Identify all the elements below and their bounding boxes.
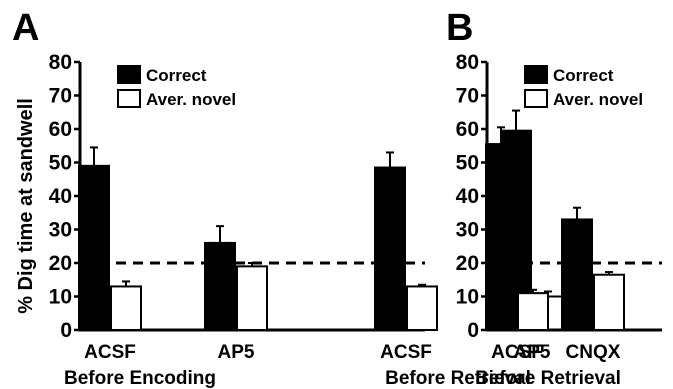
group-label: Before Encoding	[64, 368, 216, 389]
bar-correct	[204, 241, 236, 331]
bar-aver-novel	[110, 285, 142, 332]
x-tick-label: ACSF	[491, 342, 543, 363]
y-tick-label: 70	[49, 85, 72, 108]
y-tick-label: 40	[456, 185, 479, 208]
panel-label: B	[446, 7, 473, 49]
y-tick-label: 80	[456, 51, 479, 74]
x-tick-label: AP5	[218, 342, 255, 363]
y-axis-title: % Dig time at sandwell	[15, 98, 37, 314]
x-tick-label: CNQX	[566, 342, 621, 363]
y-tick-label: 50	[49, 152, 72, 175]
bar-correct	[485, 143, 517, 331]
y-tick-label: 10	[456, 286, 479, 309]
y-tick-label: 80	[49, 51, 72, 74]
bar-correct	[78, 164, 110, 331]
legend-label: Correct	[553, 66, 614, 85]
group-label: Before Retrieval	[475, 368, 621, 389]
x-tick-label: ACSF	[84, 342, 136, 363]
bar-aver-novel	[593, 273, 625, 332]
y-tick-label: 30	[456, 219, 479, 242]
bar-aver-novel	[406, 285, 438, 332]
y-tick-label: 10	[49, 286, 72, 309]
x-tick-label: ACSF	[380, 342, 432, 363]
y-tick-label: 20	[456, 252, 479, 275]
y-tick-label: 0	[467, 319, 479, 342]
y-tick-label: 0	[60, 319, 72, 342]
legend-swatch	[117, 65, 141, 84]
y-tick-label: 60	[456, 118, 479, 141]
legend-swatch	[117, 89, 141, 108]
y-tick-label: 70	[456, 85, 479, 108]
bar-aver-novel	[517, 292, 549, 331]
legend-label: Aver. novel	[553, 90, 643, 109]
bar-correct	[374, 166, 406, 331]
y-tick-label: 20	[49, 252, 72, 275]
bar-aver-novel	[236, 265, 268, 332]
panel-label: A	[12, 7, 39, 49]
x-tick-label: AP5	[514, 342, 551, 363]
y-tick-label: 60	[49, 118, 72, 141]
legend-swatch	[524, 65, 548, 84]
y-tick-label: 30	[49, 219, 72, 242]
legend-label: Aver. novel	[146, 90, 236, 109]
bar-correct	[561, 218, 593, 331]
legend-label: Correct	[146, 66, 207, 85]
y-tick-label: 40	[49, 185, 72, 208]
legend-swatch	[524, 89, 548, 108]
group-label: Before Retrieval	[385, 368, 531, 389]
y-tick-label: 50	[456, 152, 479, 175]
